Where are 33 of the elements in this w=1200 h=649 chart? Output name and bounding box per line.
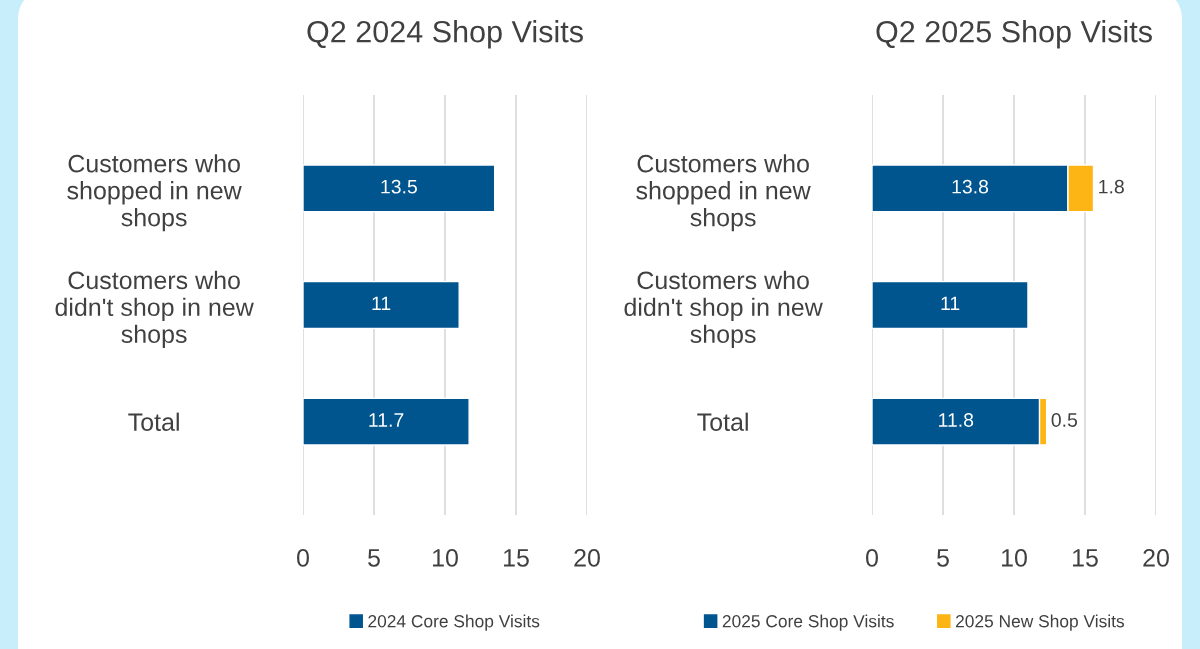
bar	[303, 164, 496, 213]
chart-title: Q2 2025 Shop Visits	[876, 20, 1152, 49]
data-label: 13.8	[952, 179, 989, 194]
y-tick-label: Total	[697, 412, 748, 431]
legend-label: 2024 Core Shop Visits	[368, 614, 540, 631]
legend-label: 2025 Core Shop Visits	[722, 614, 894, 631]
x-tick-label: 5	[368, 549, 380, 567]
y-tick-label: Customers who didn't shop in new shops	[55, 270, 254, 348]
y-tick-label: Customers who shopped in new shops	[636, 154, 811, 232]
data-label: 11.8	[939, 413, 974, 427]
chart-title: Q2 2024 Shop Visits	[307, 20, 583, 49]
data-label: 1.8	[1099, 179, 1124, 194]
x-tick-label: 0	[866, 548, 878, 567]
y-tick-label: Total	[128, 412, 179, 431]
x-tick-label: 10	[1002, 548, 1027, 567]
x-tick-label: 0	[297, 548, 309, 567]
y-tick-label: Customers who didn't shop in new shops	[624, 270, 823, 348]
data-label: 11.7	[369, 413, 404, 427]
data-label: 11	[941, 296, 960, 311]
data-label: 0.5	[1051, 413, 1078, 427]
bar	[872, 280, 1029, 330]
data-label: 11	[372, 296, 391, 311]
bar	[303, 280, 460, 330]
bar	[303, 397, 470, 446]
x-tick-label: 20	[1143, 548, 1169, 567]
x-tick-label: 15	[1073, 549, 1098, 567]
x-tick-label: 15	[504, 549, 529, 567]
y-tick-label: Customers who shopped in new shops	[67, 154, 242, 232]
x-tick-label: 10	[433, 548, 458, 567]
data-label: 13.5	[381, 179, 417, 194]
x-tick-label: 20	[574, 548, 600, 567]
x-tick-label: 5	[937, 549, 949, 567]
legend-label: 2025 New Shop Visits	[955, 614, 1125, 631]
